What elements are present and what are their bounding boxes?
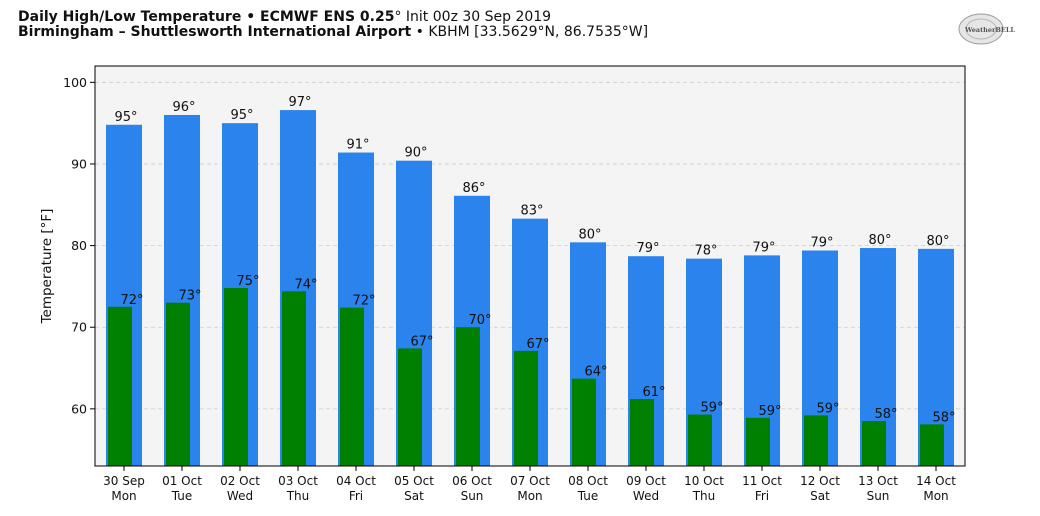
low-value-label: 72°: [120, 293, 143, 308]
low-bar: [862, 421, 886, 466]
x-tick-label-date: 13 Oct: [858, 474, 898, 488]
high-value-label: 79°: [636, 241, 659, 256]
x-tick-label-day: Tue: [577, 489, 599, 503]
chart-subtitle: Birmingham – Shuttlesworth International…: [18, 24, 648, 40]
x-tick-label-date: 30 Sep: [103, 474, 145, 488]
high-value-label: 80°: [926, 234, 949, 249]
low-value-label: 59°: [816, 401, 839, 416]
high-value-label: 86°: [462, 181, 485, 196]
x-tick-label-day: Thu: [692, 489, 716, 503]
x-tick-label-date: 03 Oct: [278, 474, 318, 488]
x-tick-label-day: Tue: [171, 489, 193, 503]
low-value-label: 59°: [700, 401, 723, 416]
low-bar: [746, 417, 770, 466]
low-bar: [456, 327, 480, 466]
station-name: Birmingham – Shuttlesworth International…: [18, 24, 412, 40]
chart-title-degree: °: [394, 9, 402, 25]
x-tick-label-date: 09 Oct: [626, 474, 666, 488]
x-tick-label-date: 12 Oct: [800, 474, 840, 488]
high-value-label: 79°: [810, 235, 833, 250]
low-value-label: 61°: [642, 385, 665, 400]
low-value-label: 58°: [932, 410, 955, 425]
high-value-label: 97°: [288, 95, 311, 110]
high-value-label: 78°: [694, 244, 717, 259]
station-coords: • KBHM [33.5629°N, 86.7535°W]: [411, 24, 649, 40]
x-tick-label-day: Mon: [923, 489, 948, 503]
high-value-label: 80°: [578, 227, 601, 242]
y-tick-label: 100: [63, 75, 87, 90]
chart-title-main: Daily High/Low Temperature • ECMWF ENS 0…: [18, 9, 395, 25]
high-value-label: 96°: [172, 100, 195, 115]
y-tick-label: 70: [71, 320, 87, 335]
low-bar: [920, 424, 944, 466]
low-bar: [398, 348, 422, 466]
x-tick-label-day: Mon: [517, 489, 542, 503]
low-value-label: 75°: [236, 274, 259, 289]
low-bar: [514, 350, 538, 466]
low-value-label: 70°: [468, 313, 491, 328]
x-tick-label-date: 07 Oct: [510, 474, 550, 488]
x-tick-label-date: 01 Oct: [162, 474, 202, 488]
low-value-label: 72°: [352, 294, 375, 309]
low-bar: [688, 414, 712, 466]
x-tick-label-day: Sun: [867, 489, 890, 503]
weatherbell-logo: WeatherBELL: [958, 13, 1015, 45]
y-axis-label: Temperature [°F]: [39, 209, 55, 325]
x-tick-label-day: Fri: [755, 489, 769, 503]
high-value-label: 80°: [868, 233, 891, 248]
low-value-label: 59°: [758, 404, 781, 419]
x-tick-label-day: Thu: [286, 489, 310, 503]
low-bar: [630, 399, 654, 466]
x-tick-label-day: Sat: [810, 489, 830, 503]
logo-text: WeatherBELL: [964, 26, 1015, 34]
x-tick-label-date: 10 Oct: [684, 474, 724, 488]
low-bar: [340, 307, 364, 466]
high-value-label: 91°: [346, 138, 369, 153]
high-value-label: 83°: [520, 204, 543, 219]
high-value-label: 95°: [114, 110, 137, 125]
low-bar: [282, 291, 306, 466]
high-value-label: 90°: [404, 146, 427, 161]
chart-init-time: Init 00z 30 Sep 2019: [401, 9, 552, 25]
low-bar: [108, 306, 132, 466]
x-tick-label-day: Sat: [404, 489, 424, 503]
low-value-label: 64°: [584, 365, 607, 380]
x-tick-label-day: Wed: [633, 489, 659, 503]
high-value-label: 95°: [230, 108, 253, 123]
low-bar: [804, 415, 828, 466]
low-bar: [166, 302, 190, 466]
x-tick-label-date: 14 Oct: [916, 474, 956, 488]
low-value-label: 74°: [294, 277, 317, 292]
x-tick-label-date: 11 Oct: [742, 474, 782, 488]
chart-title: Daily High/Low Temperature • ECMWF ENS 0…: [18, 9, 551, 25]
x-tick-label-date: 05 Oct: [394, 474, 434, 488]
low-value-label: 58°: [874, 407, 897, 422]
x-tick-label-day: Sun: [461, 489, 484, 503]
x-tick-label-day: Mon: [111, 489, 136, 503]
low-value-label: 67°: [526, 337, 549, 352]
x-tick-label-date: 06 Oct: [452, 474, 492, 488]
x-tick-label-day: Wed: [227, 489, 253, 503]
low-value-label: 67°: [410, 334, 433, 349]
high-value-label: 79°: [752, 240, 775, 255]
x-tick-label-day: Fri: [349, 489, 363, 503]
x-tick-label-date: 02 Oct: [220, 474, 260, 488]
y-tick-label: 90: [71, 156, 87, 171]
low-value-label: 73°: [178, 289, 201, 304]
x-tick-label-date: 04 Oct: [336, 474, 376, 488]
x-tick-label-date: 08 Oct: [568, 474, 608, 488]
low-bar: [572, 378, 596, 466]
low-bar: [224, 288, 248, 466]
y-tick-label: 60: [71, 401, 87, 416]
y-tick-label: 80: [71, 238, 87, 253]
